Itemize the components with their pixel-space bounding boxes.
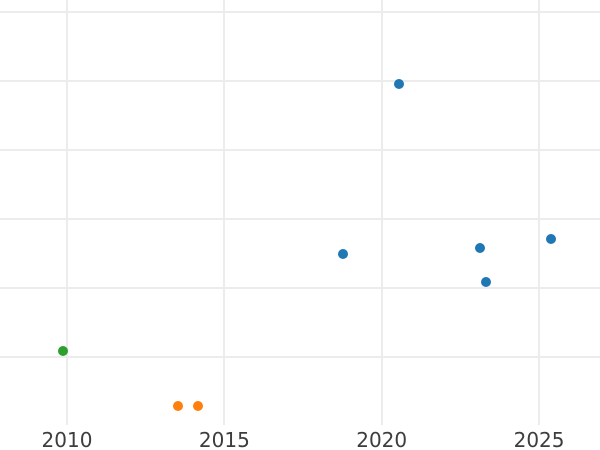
- gridline-horizontal: [0, 11, 600, 13]
- data-point-blue-series: [338, 248, 349, 259]
- gridline-vertical: [223, 0, 226, 425]
- data-point-green-series: [57, 345, 68, 356]
- x-tick-label: 2010: [41, 428, 93, 450]
- data-point-blue-series: [394, 79, 404, 90]
- gridline-vertical: [538, 0, 541, 425]
- data-point-orange-series: [173, 400, 184, 411]
- x-tick-label: 2025: [513, 428, 565, 450]
- x-tick-label: 2015: [198, 428, 250, 450]
- gridline-horizontal: [0, 287, 600, 289]
- gridline-horizontal: [0, 356, 600, 358]
- gridline-vertical: [66, 0, 68, 425]
- gridline-vertical: [380, 0, 383, 425]
- data-point-blue-series: [546, 234, 556, 244]
- gridline-horizontal: [0, 149, 600, 151]
- gridline-horizontal: [0, 218, 600, 220]
- data-point-orange-series: [192, 400, 203, 411]
- gridline-horizontal: [0, 80, 600, 82]
- x-tick-label: 2020: [356, 428, 408, 450]
- data-point-blue-series: [480, 276, 491, 287]
- data-point-blue-series: [474, 242, 485, 253]
